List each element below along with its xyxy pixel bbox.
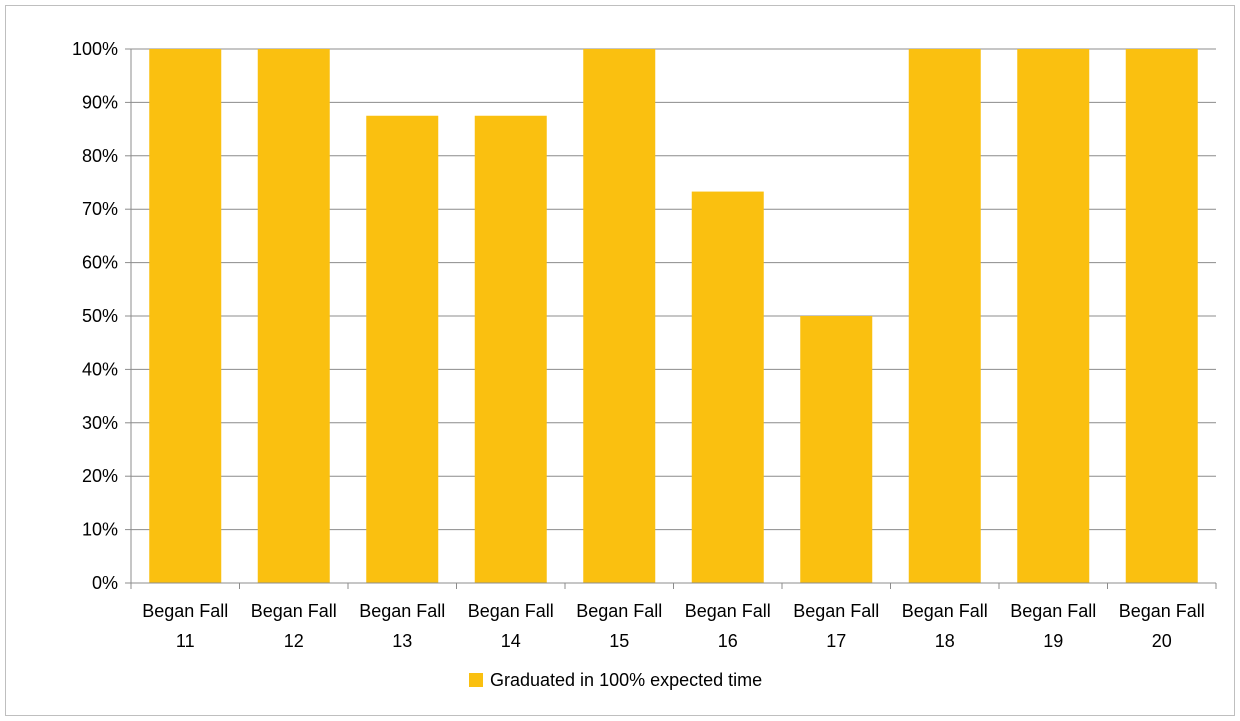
x-tick-label-line: Began Fall <box>902 601 988 621</box>
x-tick-label-line: 18 <box>935 631 955 651</box>
y-tick-label: 0% <box>92 573 118 593</box>
y-tick-label: 30% <box>82 413 118 433</box>
bar <box>257 49 330 583</box>
x-tick-label-line: 19 <box>1043 631 1063 651</box>
x-tick-label: Began Fall 19 <box>1010 601 1096 651</box>
y-tick-label: 80% <box>82 146 118 166</box>
y-tick-label: 60% <box>82 253 118 273</box>
x-tick-label: Began Fall 14 <box>468 601 554 651</box>
x-tick-label-line: Began Fall <box>685 601 771 621</box>
x-tick-label-line: Began Fall <box>251 601 337 621</box>
x-tick-label-line: Began Fall <box>793 601 879 621</box>
bar <box>1125 49 1198 583</box>
y-tick-labels: 0% 10% 20% 30% 40% 50% 60% 70% 80% 90% 100% <box>72 39 118 593</box>
y-tick-label: 100% <box>72 39 118 59</box>
x-tick-label-line: 17 <box>826 631 846 651</box>
legend-swatch <box>469 673 483 687</box>
legend: Graduated in 100% expected time <box>469 670 762 690</box>
y-tick-label: 10% <box>82 520 118 540</box>
x-tick-label-line: 14 <box>501 631 521 651</box>
x-tick-label-line: 16 <box>718 631 738 651</box>
x-tick-label: Began Fall 20 <box>1119 601 1205 651</box>
legend-label: Graduated in 100% expected time <box>490 670 762 690</box>
bar <box>474 115 547 583</box>
bar <box>366 115 439 583</box>
x-tick-label: Began Fall 12 <box>251 601 337 651</box>
x-tick-label-line: 11 <box>176 631 195 651</box>
x-tick-label: Began Fall 13 <box>359 601 445 651</box>
x-tick-label-line: 20 <box>1152 631 1172 651</box>
y-tick-label: 70% <box>82 199 118 219</box>
x-tick-label-line: 12 <box>284 631 304 651</box>
x-tick-label-line: Began Fall <box>576 601 662 621</box>
x-tick-label: Began Fall 16 <box>685 601 771 651</box>
x-tick-label-line: 15 <box>609 631 629 651</box>
bar <box>1017 49 1090 583</box>
x-tick-label-line: Began Fall <box>1010 601 1096 621</box>
x-tick-label-line: Began Fall <box>359 601 445 621</box>
y-tick-label: 90% <box>82 92 118 112</box>
y-tick-label: 20% <box>82 466 118 486</box>
bar <box>149 49 222 583</box>
axes <box>125 48 1217 589</box>
x-tick-label-line: Began Fall <box>1119 601 1205 621</box>
x-tick-label: Began Fall 11 <box>142 601 228 651</box>
bar <box>691 191 764 583</box>
x-tick-label: Began Fall 17 <box>793 601 879 651</box>
y-tick-label: 50% <box>82 306 118 326</box>
bar <box>583 49 656 583</box>
x-tick-label: Began Fall 15 <box>576 601 662 651</box>
bars <box>149 49 1198 583</box>
bar <box>908 49 981 583</box>
x-tick-label-line: Began Fall <box>142 601 228 621</box>
x-tick-label: Began Fall 18 <box>902 601 988 651</box>
bar <box>800 316 873 583</box>
x-tick-label-line: 13 <box>392 631 412 651</box>
y-tick-label: 40% <box>82 359 118 379</box>
x-tick-label-line: Began Fall <box>468 601 554 621</box>
